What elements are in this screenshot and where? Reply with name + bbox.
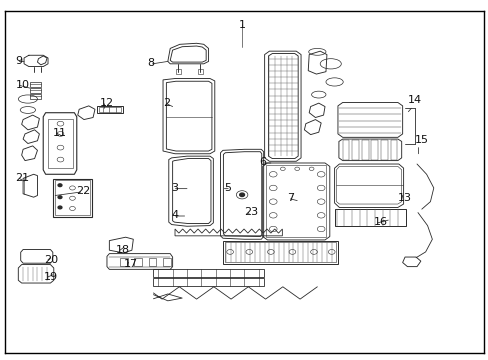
Text: 15: 15	[414, 135, 428, 145]
Bar	[30, 94, 41, 99]
Bar	[225, 242, 335, 262]
Bar	[134, 258, 142, 266]
Bar	[334, 209, 405, 226]
Bar	[198, 69, 203, 74]
Bar	[163, 258, 170, 266]
Text: 18: 18	[116, 244, 130, 255]
Text: 10: 10	[16, 80, 29, 90]
Text: 3: 3	[171, 183, 178, 193]
Text: 16: 16	[373, 217, 387, 227]
Bar	[153, 278, 263, 286]
Text: 23: 23	[244, 207, 258, 217]
Text: 9: 9	[16, 57, 22, 66]
Text: 4: 4	[171, 210, 179, 220]
Bar	[97, 106, 123, 113]
Text: 5: 5	[224, 183, 231, 193]
Bar	[176, 69, 181, 74]
Text: 1: 1	[238, 21, 245, 30]
Bar	[55, 180, 90, 215]
Text: 2: 2	[163, 98, 170, 108]
Circle shape	[58, 206, 62, 209]
Circle shape	[58, 184, 62, 186]
Bar	[99, 107, 121, 112]
Bar	[48, 118, 73, 168]
Bar	[265, 165, 326, 237]
Text: 11: 11	[53, 128, 67, 138]
Bar	[120, 258, 127, 266]
Circle shape	[58, 196, 62, 199]
Bar	[53, 179, 92, 217]
Text: 14: 14	[407, 95, 421, 105]
Bar	[153, 269, 263, 276]
Text: 12: 12	[100, 98, 114, 108]
Text: 21: 21	[16, 173, 29, 183]
Circle shape	[239, 193, 244, 197]
Text: 20: 20	[44, 255, 58, 265]
Text: 6: 6	[258, 157, 265, 167]
Text: 22: 22	[76, 186, 90, 196]
Text: 13: 13	[397, 193, 411, 203]
Text: 19: 19	[44, 272, 58, 282]
Bar	[223, 240, 337, 264]
Text: 7: 7	[286, 193, 293, 203]
Bar	[30, 88, 41, 93]
Bar	[148, 258, 156, 266]
Text: 17: 17	[123, 259, 138, 269]
Text: 8: 8	[147, 58, 155, 68]
Bar	[30, 82, 41, 87]
